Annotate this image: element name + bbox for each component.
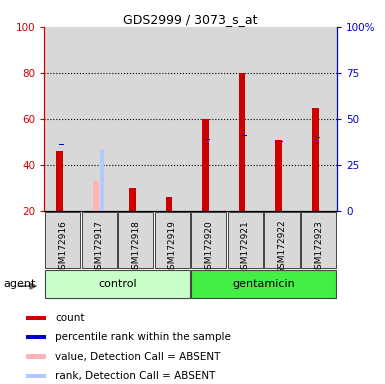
- Text: GSM172920: GSM172920: [204, 220, 213, 275]
- Bar: [300, 27, 337, 211]
- Text: GSM172923: GSM172923: [314, 220, 323, 275]
- Text: value, Detection Call = ABSENT: value, Detection Call = ABSENT: [55, 352, 221, 362]
- Bar: [81, 27, 117, 211]
- Bar: [191, 27, 227, 211]
- Text: GSM172921: GSM172921: [241, 220, 250, 275]
- FancyBboxPatch shape: [155, 212, 190, 268]
- Text: percentile rank within the sample: percentile rank within the sample: [55, 332, 231, 342]
- FancyBboxPatch shape: [118, 212, 153, 268]
- Bar: [191, 270, 336, 298]
- Bar: [206, 139, 210, 140]
- Bar: [315, 137, 320, 138]
- FancyBboxPatch shape: [191, 212, 226, 268]
- Bar: [27, 316, 46, 320]
- Text: control: control: [98, 278, 137, 288]
- Bar: [56, 151, 62, 211]
- FancyBboxPatch shape: [301, 212, 336, 268]
- Bar: [45, 270, 190, 298]
- Text: agent: agent: [4, 279, 36, 289]
- Bar: [312, 108, 319, 211]
- FancyBboxPatch shape: [228, 212, 263, 268]
- Text: GSM172919: GSM172919: [168, 220, 177, 275]
- Text: gentamicin: gentamicin: [233, 278, 295, 288]
- Bar: [279, 141, 283, 142]
- FancyBboxPatch shape: [45, 212, 80, 268]
- Text: GSM172918: GSM172918: [131, 220, 140, 275]
- Bar: [242, 135, 246, 136]
- Bar: [92, 181, 99, 211]
- Bar: [27, 354, 46, 359]
- Bar: [166, 197, 172, 211]
- Bar: [154, 27, 191, 211]
- Text: rank, Detection Call = ABSENT: rank, Detection Call = ABSENT: [55, 371, 216, 381]
- Text: GSM172917: GSM172917: [95, 220, 104, 275]
- Bar: [264, 27, 300, 211]
- Text: count: count: [55, 313, 85, 323]
- Text: GSM172916: GSM172916: [58, 220, 67, 275]
- Text: GSM172922: GSM172922: [278, 220, 286, 275]
- Bar: [27, 374, 46, 378]
- Bar: [27, 335, 46, 339]
- Bar: [99, 151, 104, 211]
- Bar: [202, 119, 209, 211]
- Bar: [59, 144, 64, 145]
- Bar: [117, 27, 154, 211]
- FancyBboxPatch shape: [82, 212, 117, 268]
- Title: GDS2999 / 3073_s_at: GDS2999 / 3073_s_at: [123, 13, 258, 26]
- FancyBboxPatch shape: [264, 212, 300, 268]
- Bar: [275, 140, 282, 211]
- Bar: [239, 73, 246, 211]
- Bar: [129, 188, 136, 211]
- Bar: [44, 27, 81, 211]
- Bar: [227, 27, 264, 211]
